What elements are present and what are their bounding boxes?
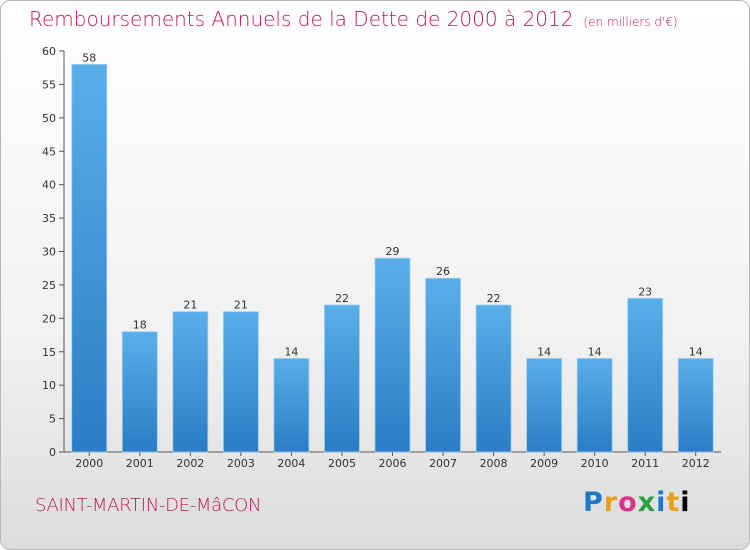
chart-title: Remboursements Annuels de la Dette de 20…: [29, 7, 678, 31]
bar: [526, 358, 563, 453]
x-tick-label: 2006: [379, 457, 407, 470]
bar: [475, 304, 512, 453]
y-tick-label: 35: [42, 212, 56, 225]
bar-value-label: 22: [335, 292, 349, 305]
x-tick-label: 2011: [631, 457, 659, 470]
bar-value-label: 21: [234, 299, 248, 312]
bars: 58 18 21 21 14 22 29 26 22 14 14 23 14: [71, 51, 714, 453]
y-tick-label: 20: [42, 312, 56, 325]
proxiti-logo: Proxiti: [583, 487, 691, 518]
bar: [627, 297, 664, 453]
bar-value-label: 26: [436, 265, 450, 278]
logo-letter: o: [618, 487, 638, 518]
bar: [324, 304, 360, 453]
chart-unit: (en milliers d'€): [583, 15, 678, 29]
y-tick-label: 45: [42, 145, 56, 158]
bar-value-label: 14: [284, 345, 298, 358]
y-tick-label: 25: [42, 279, 56, 292]
commune-name: SAINT-MARTIN-DE-MâCON: [35, 495, 262, 516]
x-tick-label: 2012: [682, 457, 710, 470]
y-tick-label: 5: [49, 413, 56, 426]
logo-letter: i: [680, 487, 691, 518]
bar-value-label: 14: [537, 345, 551, 358]
x-tick-label: 2004: [277, 457, 305, 470]
bar-value-label: 14: [689, 345, 703, 358]
x-tick-label: 2002: [176, 457, 204, 470]
chart-title-text: Remboursements Annuels de la Dette de 20…: [29, 7, 574, 31]
y-tick-label: 55: [42, 78, 56, 91]
logo-letter: P: [583, 487, 604, 518]
bar: [172, 311, 209, 453]
y-tick-label: 40: [42, 179, 56, 192]
bar-value-label: 29: [386, 245, 400, 258]
x-tick-label: 2009: [530, 457, 558, 470]
bar-value-label: 22: [487, 292, 501, 305]
y-tick-label: 0: [49, 446, 56, 459]
logo-letter: t: [666, 487, 681, 518]
axes: 0 5 10 15 20 25 30 35 40 45 50 55 60 2000 2001 2002 2003…: [42, 45, 721, 470]
x-tick-label: 2000: [75, 457, 103, 470]
logo-letter: i: [656, 487, 667, 518]
bar-value-label: 21: [183, 299, 197, 312]
bar: [576, 358, 613, 453]
bar: [222, 311, 259, 453]
y-tick-label: 30: [42, 246, 56, 259]
bar: [374, 257, 411, 453]
x-tick-label: 2010: [581, 457, 609, 470]
bar: [71, 63, 108, 453]
bar: [273, 358, 310, 453]
bar: [677, 358, 714, 453]
bar-value-label: 58: [82, 51, 96, 64]
x-tick-label: 2008: [480, 457, 508, 470]
bar-value-label: 18: [133, 319, 147, 332]
bar: [425, 277, 461, 453]
bar: [121, 331, 158, 453]
y-tick-label: 15: [42, 346, 56, 359]
x-tick-label: 2003: [227, 457, 255, 470]
x-tick-label: 2001: [126, 457, 154, 470]
x-tick-label: 2005: [328, 457, 356, 470]
y-tick-label: 60: [42, 45, 56, 58]
x-tick-label: 2007: [429, 457, 457, 470]
y-tick-label: 50: [42, 112, 56, 125]
bar-value-label: 14: [588, 345, 602, 358]
logo-letter: x: [637, 487, 657, 518]
bar-value-label: 23: [638, 285, 652, 298]
y-tick-label: 10: [42, 379, 56, 392]
logo-letter: r: [603, 487, 619, 518]
